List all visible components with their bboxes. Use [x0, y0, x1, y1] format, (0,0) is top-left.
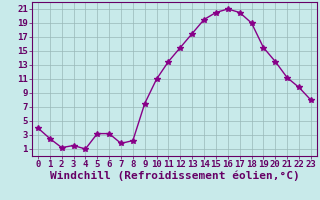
X-axis label: Windchill (Refroidissement éolien,°C): Windchill (Refroidissement éolien,°C) — [50, 171, 299, 181]
